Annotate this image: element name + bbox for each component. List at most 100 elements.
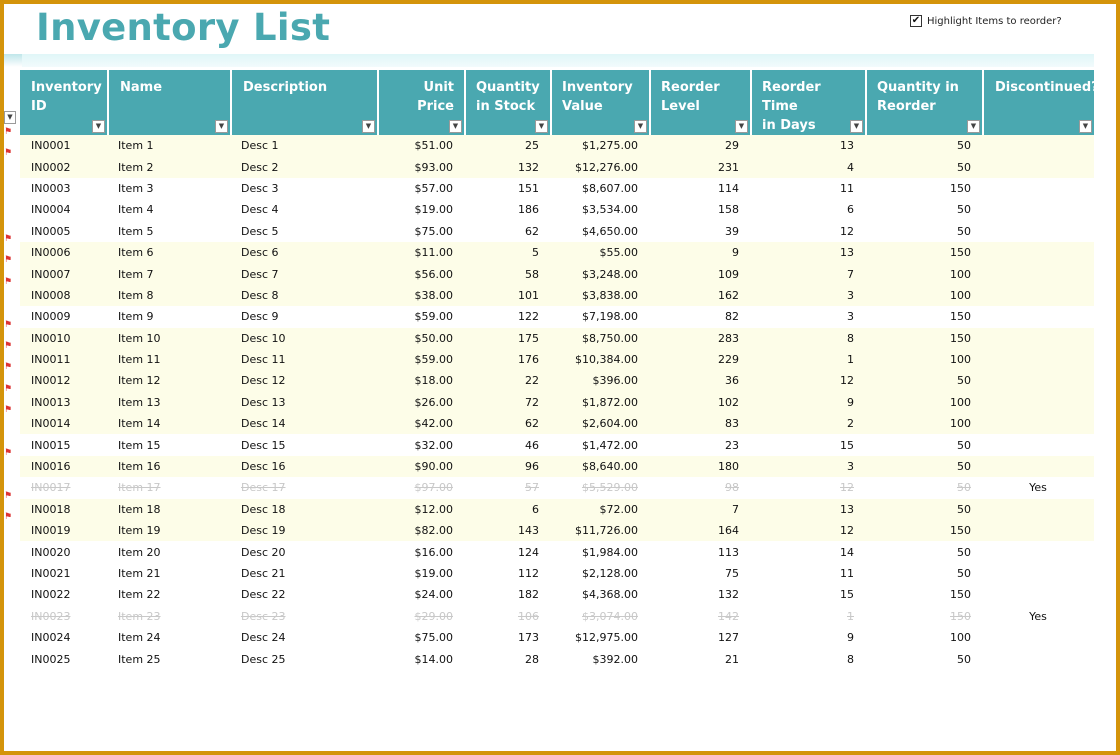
cell-inventory-id[interactable]: IN0018 <box>20 498 107 521</box>
cell-quantity-in-stock[interactable]: 57 <box>525 481 539 495</box>
cell-quantity-in-reorder[interactable]: 150 <box>950 609 971 623</box>
cell-reorder-level[interactable]: 164 <box>649 520 750 542</box>
cell-unit-price[interactable]: $82.00 <box>377 520 464 542</box>
filter-dropdown-icon[interactable]: ▼ <box>735 120 748 133</box>
cell-inventory-id[interactable]: IN0024 <box>31 631 71 645</box>
cell-reorder-time[interactable]: 12 <box>750 520 865 542</box>
cell-reorder-time[interactable]: 8 <box>750 327 865 349</box>
cell-name[interactable]: Item 23 <box>118 609 161 623</box>
cell-discontinued[interactable] <box>982 178 1094 199</box>
cell-name[interactable]: Item 4 <box>118 203 154 217</box>
cell-discontinued[interactable]: Yes <box>1029 609 1047 623</box>
cell-name[interactable]: Item 6 <box>107 241 230 264</box>
cell-inventory-id[interactable]: IN0011 <box>20 348 107 371</box>
cell-inventory-id[interactable]: IN0008 <box>20 284 107 307</box>
cell-name[interactable]: Item 15 <box>118 438 161 452</box>
cell-description[interactable]: Desc 15 <box>241 438 286 452</box>
column-header-description[interactable]: Description ▼ <box>230 70 377 135</box>
cell-inventory-value[interactable]: $3,248.00 <box>550 263 649 285</box>
cell-inventory-id[interactable]: IN0019 <box>20 520 107 542</box>
cell-unit-price[interactable]: $97.00 <box>414 481 454 495</box>
table-row[interactable]: IN0017 Item 17 Desc 17 $97.00 57 $5,529.00 98 1… <box>20 477 1094 498</box>
column-header-inventory-value[interactable]: Inventory Value ▼ <box>550 70 649 135</box>
cell-quantity-in-reorder[interactable]: 150 <box>950 181 971 195</box>
cell-reorder-level[interactable]: 162 <box>649 284 750 307</box>
cell-discontinued[interactable] <box>982 199 1094 220</box>
cell-reorder-time[interactable]: 15 <box>840 588 854 602</box>
cell-name[interactable]: Item 25 <box>118 652 161 666</box>
table-row[interactable]: IN0011 Item 11 Desc 11 $59.00 176 $10,384.00 2… <box>20 348 1094 371</box>
cell-quantity-in-reorder[interactable]: 50 <box>957 438 971 452</box>
cell-quantity-in-reorder[interactable]: 50 <box>865 135 982 157</box>
cell-unit-price[interactable]: $29.00 <box>414 609 454 623</box>
cell-description[interactable]: Desc 8 <box>230 284 377 307</box>
filter-dropdown-icon[interactable]: ▼ <box>215 120 228 133</box>
cell-reorder-level[interactable]: 36 <box>649 370 750 392</box>
cell-reorder-level[interactable]: 283 <box>649 327 750 349</box>
cell-quantity-in-stock[interactable]: 5 <box>464 241 550 264</box>
cell-unit-price[interactable]: $24.00 <box>414 588 454 602</box>
cell-reorder-time[interactable]: 1 <box>847 609 854 623</box>
table-row[interactable]: IN0023 Item 23 Desc 23 $29.00 106 $3,074.00 14… <box>20 606 1094 627</box>
cell-inventory-id[interactable]: IN0014 <box>20 413 107 435</box>
cell-reorder-level[interactable]: 98 <box>725 481 739 495</box>
cell-reorder-time[interactable]: 6 <box>847 203 854 217</box>
cell-reorder-level[interactable]: 23 <box>725 438 739 452</box>
table-row[interactable]: IN0001 Item 1 Desc 1 $51.00 25 $1,275.00 29 13 5… <box>20 135 1094 157</box>
cell-discontinued[interactable] <box>982 284 1094 307</box>
cell-quantity-in-stock[interactable]: 46 <box>525 438 539 452</box>
table-row[interactable]: IN0003 Item 3 Desc 3 $57.00 151 $8,607.00 114 1… <box>20 178 1094 199</box>
cell-quantity-in-reorder[interactable]: 100 <box>865 263 982 285</box>
filter-dropdown-icon[interactable]: ▼ <box>850 120 863 133</box>
cell-reorder-level[interactable]: 82 <box>725 310 739 324</box>
cell-unit-price[interactable]: $42.00 <box>377 413 464 435</box>
cell-description[interactable]: Desc 7 <box>230 263 377 285</box>
cell-name[interactable]: Item 1 <box>107 135 230 157</box>
cell-quantity-in-reorder[interactable]: 50 <box>957 567 971 580</box>
table-row[interactable]: IN0019 Item 19 Desc 19 $82.00 143 $11,726.00 1… <box>20 520 1094 542</box>
cell-inventory-id[interactable]: IN0021 <box>31 567 71 580</box>
cell-reorder-level[interactable]: 102 <box>649 391 750 414</box>
cell-discontinued[interactable] <box>982 221 1094 242</box>
cell-unit-price[interactable]: $93.00 <box>377 156 464 178</box>
cell-inventory-value[interactable]: $392.00 <box>592 652 639 666</box>
cell-quantity-in-stock[interactable]: 143 <box>464 520 550 542</box>
cell-description[interactable]: Desc 12 <box>230 370 377 392</box>
cell-unit-price[interactable]: $12.00 <box>377 498 464 521</box>
cell-inventory-value[interactable]: $2,128.00 <box>582 567 638 580</box>
cell-inventory-value[interactable]: $1,872.00 <box>550 391 649 414</box>
cell-quantity-in-reorder[interactable]: 50 <box>957 203 971 217</box>
cell-quantity-in-reorder[interactable]: 50 <box>865 156 982 178</box>
table-row[interactable]: IN0004 Item 4 Desc 4 $19.00 186 $3,534.00 158 6… <box>20 199 1094 220</box>
cell-reorder-time[interactable]: 12 <box>840 481 854 495</box>
cell-inventory-id[interactable]: IN0016 <box>20 455 107 478</box>
cell-inventory-id[interactable]: IN0002 <box>20 156 107 178</box>
cell-quantity-in-stock[interactable]: 122 <box>518 310 539 324</box>
cell-quantity-in-stock[interactable]: 22 <box>464 370 550 392</box>
cell-unit-price[interactable]: $57.00 <box>414 181 454 195</box>
table-row[interactable]: IN0021 Item 21 Desc 21 $19.00 112 $2,128.00 75… <box>20 563 1094 584</box>
cell-discontinued[interactable] <box>982 498 1094 521</box>
cell-quantity-in-reorder[interactable]: 150 <box>865 241 982 264</box>
table-row[interactable]: IN0016 Item 16 Desc 16 $90.00 96 $8,640.00 180… <box>20 455 1094 478</box>
cell-unit-price[interactable]: $16.00 <box>414 545 454 559</box>
cell-inventory-value[interactable]: $72.00 <box>550 498 649 521</box>
cell-unit-price[interactable]: $51.00 <box>377 135 464 157</box>
cell-description[interactable]: Desc 17 <box>241 481 286 495</box>
cell-inventory-value[interactable]: $7,198.00 <box>582 310 638 324</box>
cell-inventory-id[interactable]: IN0022 <box>31 588 71 602</box>
cell-inventory-value[interactable]: $2,604.00 <box>550 413 649 435</box>
column-header-unit-price[interactable]: Unit Price ▼ <box>377 70 464 135</box>
cell-inventory-id[interactable]: IN0010 <box>20 327 107 349</box>
cell-inventory-value[interactable]: $1,275.00 <box>550 135 649 157</box>
cell-reorder-level[interactable]: 142 <box>718 609 739 623</box>
cell-quantity-in-reorder[interactable]: 150 <box>950 310 971 324</box>
cell-name[interactable]: Item 7 <box>107 263 230 285</box>
cell-inventory-value[interactable]: $4,368.00 <box>582 588 638 602</box>
column-header-name[interactable]: Name ▼ <box>107 70 230 135</box>
cell-quantity-in-stock[interactable]: 6 <box>464 498 550 521</box>
column-header-discontinued[interactable]: Discontinued? ▼ <box>982 70 1099 135</box>
cell-reorder-level[interactable]: 180 <box>649 455 750 478</box>
highlight-reorder-option[interactable]: ✔ Highlight Items to reorder? <box>910 15 1062 27</box>
cell-quantity-in-reorder[interactable]: 50 <box>957 545 971 559</box>
